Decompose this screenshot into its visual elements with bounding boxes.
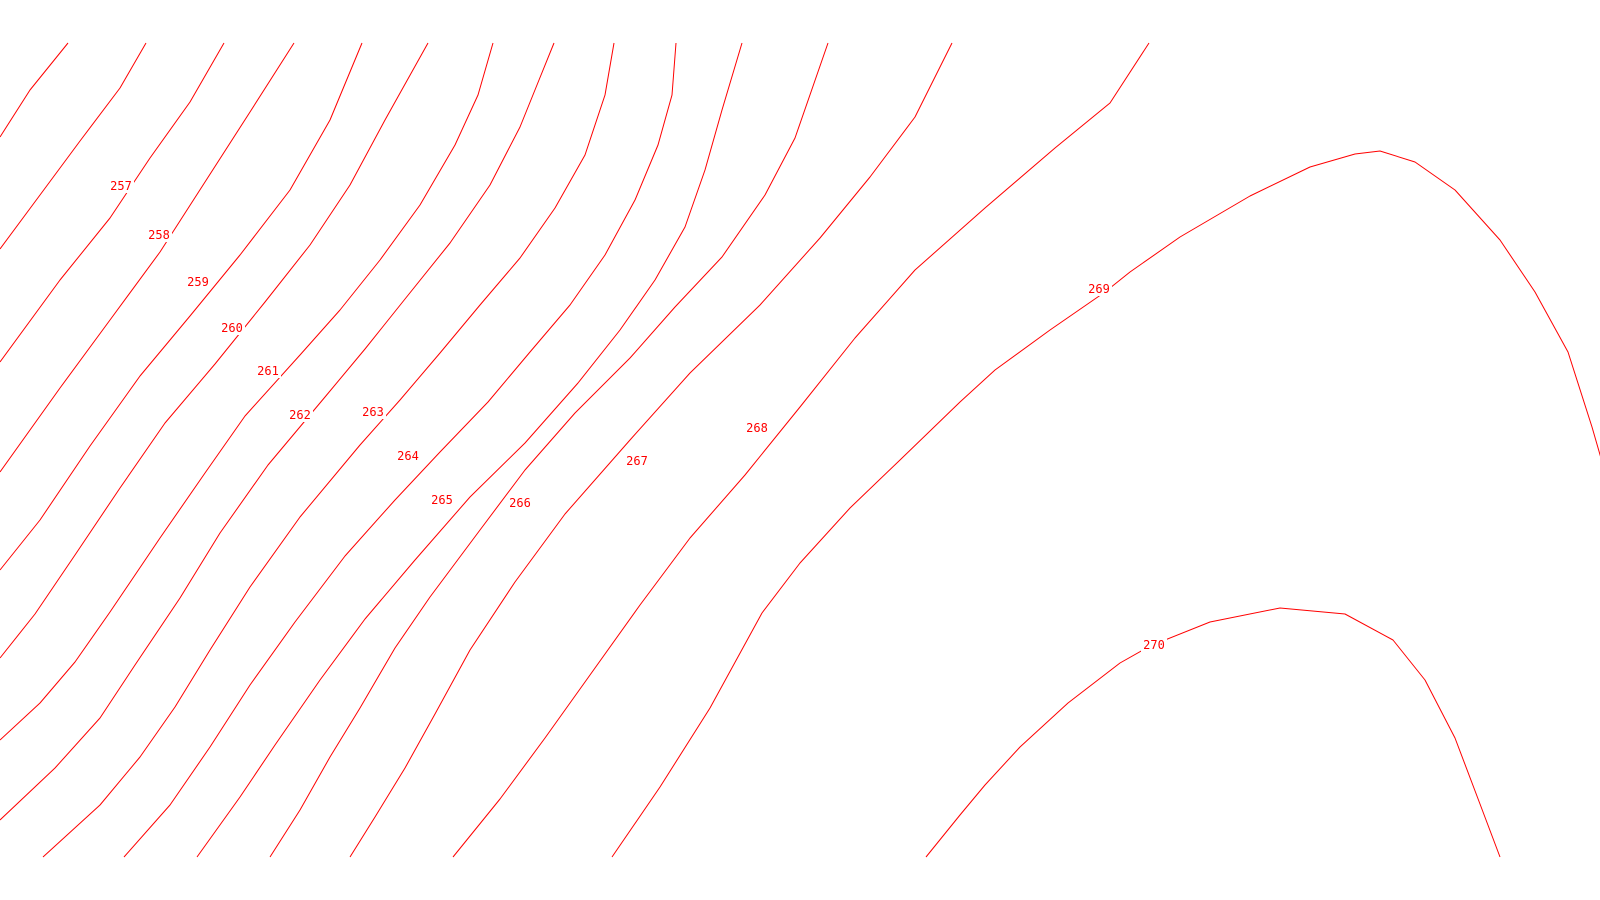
contour-label: 265	[431, 493, 453, 507]
contour-label: 270	[1143, 638, 1165, 652]
contour-label-background	[360, 405, 386, 419]
contour-line	[0, 42, 555, 821]
contour-line	[0, 42, 429, 659]
contour-label-background	[219, 321, 245, 335]
contour-label-background	[744, 421, 770, 435]
contour-label: 263	[362, 405, 384, 419]
contour-line	[123, 42, 677, 858]
contour-label: 268	[746, 421, 768, 435]
contour-label: 258	[148, 228, 170, 242]
contour-label-background	[1141, 638, 1167, 652]
contour-line	[349, 42, 953, 858]
contour-line	[0, 42, 295, 473]
contour-line	[452, 42, 1150, 858]
contour-labels: 257 258 259 260 261 262 263 264 265 266 267 268 269 2…	[108, 179, 1167, 652]
contour-line	[269, 42, 829, 858]
contour-label-background	[624, 454, 650, 468]
contour-label: 260	[221, 321, 243, 335]
contour-line	[42, 42, 615, 858]
contour-label-background	[108, 179, 134, 193]
contour-label-background	[146, 228, 172, 242]
contour-label: 261	[257, 364, 279, 378]
contour-line	[925, 607, 1501, 858]
contour-line	[0, 42, 363, 571]
contour-line	[196, 42, 743, 858]
contour-label: 257	[110, 179, 132, 193]
contour-lines	[0, 42, 1600, 858]
contour-line	[0, 42, 494, 741]
contour-label-background	[255, 364, 281, 378]
contour-label: 259	[187, 275, 209, 289]
contour-label-background	[395, 449, 421, 463]
contour-line	[0, 42, 147, 250]
contour-label-background	[429, 493, 455, 507]
contour-label-background	[1086, 282, 1112, 296]
contour-label: 262	[289, 408, 311, 422]
contour-line	[0, 42, 69, 138]
contour-label-background	[185, 275, 211, 289]
contour-label-background	[507, 496, 533, 510]
contour-line	[611, 150, 1600, 858]
contour-label: 266	[509, 496, 531, 510]
contour-label: 264	[397, 449, 419, 463]
contour-label: 269	[1088, 282, 1110, 296]
contour-label: 267	[626, 454, 648, 468]
contour-label-background	[287, 408, 313, 422]
